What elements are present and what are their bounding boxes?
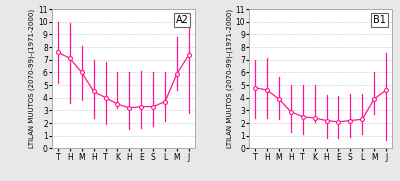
Y-axis label: LTILAN MUUTOS (2070-99)-(1971-2000): LTILAN MUUTOS (2070-99)-(1971-2000) xyxy=(29,9,36,148)
Text: A2: A2 xyxy=(176,15,188,25)
Y-axis label: LTILAN MUUTOS (2070-99)-(1971-2000): LTILAN MUUTOS (2070-99)-(1971-2000) xyxy=(226,9,232,148)
Text: B1: B1 xyxy=(373,15,386,25)
